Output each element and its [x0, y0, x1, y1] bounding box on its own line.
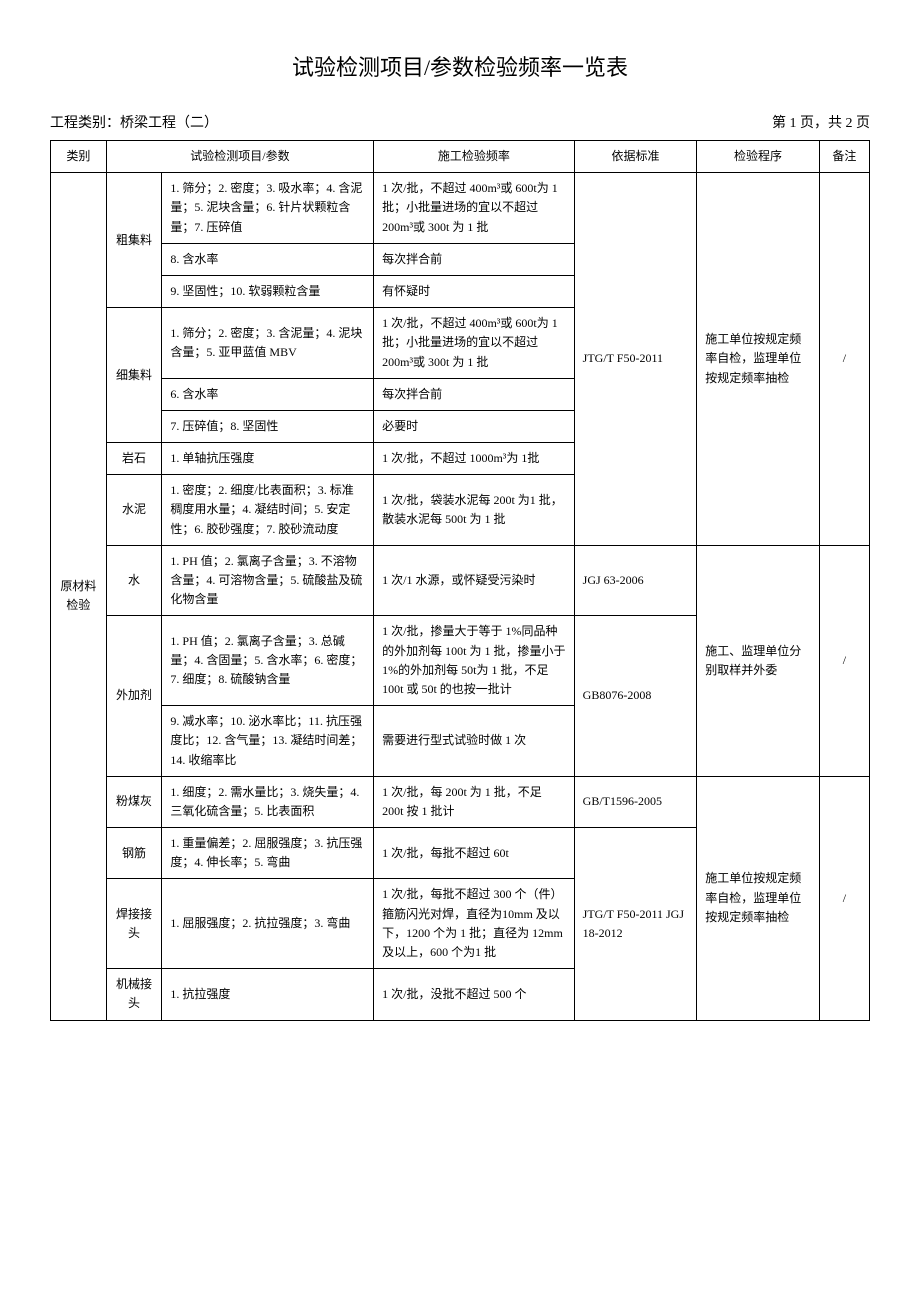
- params-cell: 9. 减水率；10. 泌水率比；11. 抗压强度比；12. 含气量；13. 凝结…: [162, 706, 374, 777]
- freq-cell: 必要时: [374, 410, 575, 442]
- freq-cell: 需要进行型式试验时做 1 次: [374, 706, 575, 777]
- freq-cell: 1 次/批，每批不超过 300 个（件）箍筋闪光对焊，直径为10mm 及以下，1…: [374, 879, 575, 969]
- params-cell: 1. 抗拉强度: [162, 969, 374, 1020]
- params-cell: 1. 细度；2. 需水量比；3. 烧失量；4. 三氧化硫含量；5. 比表面积: [162, 776, 374, 827]
- params-cell: 1. PH 值；2. 氯离子含量；3. 不溶物含量；4. 可溶物含量；5. 硫酸…: [162, 545, 374, 616]
- table-row: 原材料检验 粗集料 1. 筛分；2. 密度；3. 吸水率；4. 含泥量；5. 泥…: [51, 173, 870, 244]
- freq-cell: 1 次/批，没批不超过 500 个: [374, 969, 575, 1020]
- params-cell: 7. 压碎值；8. 坚固性: [162, 410, 374, 442]
- procedure-cell: 施工、监理单位分别取样并外委: [697, 545, 820, 776]
- freq-cell: 1 次/批，掺量大于等于 1%同品种的外加剂每 100t 为 1 批，掺量小于 …: [374, 616, 575, 706]
- freq-cell: 1 次/批，袋装水泥每 200t 为1 批，散装水泥每 500t 为 1 批: [374, 475, 575, 546]
- standard-cell: GB8076-2008: [574, 616, 697, 776]
- freq-cell: 1 次/1 水源，或怀疑受污染时: [374, 545, 575, 616]
- params-cell: 1. 屈服强度；2. 抗拉强度；3. 弯曲: [162, 879, 374, 969]
- freq-cell: 1 次/批，不超过 400m³或 600t为 1 批；小批量进场的宜以不超过 2…: [374, 308, 575, 379]
- subcat-cell: 外加剂: [106, 616, 162, 776]
- params-cell: 1. 筛分；2. 密度；3. 含泥量；4. 泥块含量；5. 亚甲蓝值 MBV: [162, 308, 374, 379]
- page-title: 试验检测项目/参数检验频率一览表: [50, 50, 870, 82]
- params-cell: 1. 单轴抗压强度: [162, 443, 374, 475]
- note-cell: /: [819, 173, 869, 546]
- freq-cell: 每次拌合前: [374, 378, 575, 410]
- params-cell: 1. 重量偏差；2. 屈服强度；3. 抗压强度；4. 伸长率；5. 弯曲: [162, 828, 374, 879]
- subcat-cell: 粗集料: [106, 173, 162, 308]
- subcat-cell: 粉煤灰: [106, 776, 162, 827]
- subheader: 工程类别：桥梁工程（二） 第 1 页，共 2 页: [50, 112, 870, 132]
- col-params: 试验检测项目/参数: [106, 141, 373, 173]
- page-number: 第 1 页，共 2 页: [772, 112, 870, 132]
- standard-cell: GB/T1596-2005: [574, 776, 697, 827]
- category-cell: 原材料检验: [51, 173, 107, 1020]
- col-standard: 依据标准: [574, 141, 697, 173]
- freq-cell: 1 次/批，每批不超过 60t: [374, 828, 575, 879]
- col-note: 备注: [819, 141, 869, 173]
- standard-cell: JTG/T F50-2011: [574, 173, 697, 546]
- standard-cell: JGJ 63-2006: [574, 545, 697, 616]
- subcat-cell: 细集料: [106, 308, 162, 443]
- subcat-cell: 焊接接头: [106, 879, 162, 969]
- subcat-cell: 钢筋: [106, 828, 162, 879]
- freq-cell: 1 次/批，不超过 400m³或 600t为 1 批；小批量进场的宜以不超过 2…: [374, 173, 575, 244]
- freq-cell: 1 次/批，每 200t 为 1 批，不足 200t 按 1 批计: [374, 776, 575, 827]
- table-row: 粉煤灰 1. 细度；2. 需水量比；3. 烧失量；4. 三氧化硫含量；5. 比表…: [51, 776, 870, 827]
- freq-cell: 有怀疑时: [374, 275, 575, 307]
- procedure-cell: 施工单位按规定频率自检，监理单位按规定频率抽检: [697, 173, 820, 546]
- col-freq: 施工检验频率: [374, 141, 575, 173]
- freq-cell: 每次拌合前: [374, 243, 575, 275]
- note-cell: /: [819, 776, 869, 1020]
- freq-cell: 1 次/批，不超过 1000m³为 1批: [374, 443, 575, 475]
- params-cell: 1. 筛分；2. 密度；3. 吸水率；4. 含泥量；5. 泥块含量；6. 针片状…: [162, 173, 374, 244]
- project-type: 工程类别：桥梁工程（二）: [50, 112, 218, 132]
- subcat-cell: 机械接头: [106, 969, 162, 1020]
- params-cell: 1. 密度；2. 细度/比表面积；3. 标准稠度用水量；4. 凝结时间；5. 安…: [162, 475, 374, 546]
- col-category: 类别: [51, 141, 107, 173]
- table-header-row: 类别 试验检测项目/参数 施工检验频率 依据标准 检验程序 备注: [51, 141, 870, 173]
- procedure-cell: 施工单位按规定频率自检，监理单位按规定频率抽检: [697, 776, 820, 1020]
- subcat-cell: 岩石: [106, 443, 162, 475]
- col-procedure: 检验程序: [697, 141, 820, 173]
- subcat-cell: 水泥: [106, 475, 162, 546]
- params-cell: 1. PH 值；2. 氯离子含量；3. 总碱量；4. 含固量；5. 含水率；6.…: [162, 616, 374, 706]
- standard-cell: JTG/T F50-2011 JGJ 18-2012: [574, 828, 697, 1021]
- subcat-cell: 水: [106, 545, 162, 616]
- note-cell: /: [819, 545, 869, 776]
- table-row: 水 1. PH 值；2. 氯离子含量；3. 不溶物含量；4. 可溶物含量；5. …: [51, 545, 870, 616]
- params-cell: 6. 含水率: [162, 378, 374, 410]
- params-cell: 8. 含水率: [162, 243, 374, 275]
- inspection-table: 类别 试验检测项目/参数 施工检验频率 依据标准 检验程序 备注 原材料检验 粗…: [50, 140, 870, 1021]
- params-cell: 9. 坚固性；10. 软弱颗粒含量: [162, 275, 374, 307]
